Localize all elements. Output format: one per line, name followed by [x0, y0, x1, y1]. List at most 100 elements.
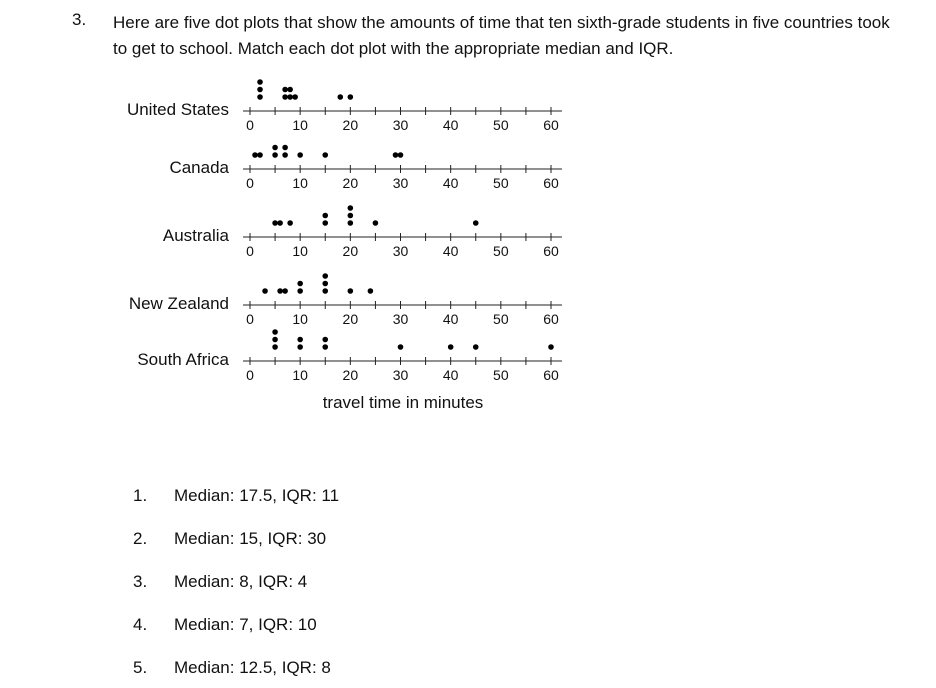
option-number-4: 4. — [133, 615, 148, 634]
tick-label-new-zealand: 0 — [246, 311, 254, 327]
data-dot-south-africa — [272, 329, 278, 335]
data-dot-canada — [397, 152, 404, 158]
data-dot-australia — [287, 220, 293, 226]
option-number-2: 2. — [133, 529, 148, 548]
data-dot-united-states — [347, 94, 354, 100]
tick-label-canada: 50 — [493, 175, 509, 191]
data-dot-canada — [282, 144, 288, 151]
data-dot-canada — [257, 152, 263, 158]
data-dot-south-africa — [272, 336, 278, 343]
tick-label-canada: 0 — [246, 175, 254, 191]
data-dot-australia — [347, 205, 354, 211]
data-dot-canada — [272, 152, 278, 158]
data-dot-canada — [272, 144, 278, 151]
tick-label-south-africa: 40 — [443, 367, 459, 383]
data-dot-south-africa — [447, 344, 454, 350]
data-dot-new-zealand — [322, 280, 329, 287]
data-dot-australia — [472, 220, 479, 226]
tick-label-canada: 30 — [393, 175, 409, 191]
tick-label-australia: 40 — [443, 243, 459, 259]
tick-label-south-africa: 20 — [343, 367, 359, 383]
tick-label-united-states: 30 — [393, 117, 409, 133]
dot-plots-chart: travel time in minutes United States 0 10 2… — [127, 79, 562, 412]
tick-label-australia: 0 — [246, 243, 254, 259]
data-dot-australia — [372, 220, 379, 226]
data-dot-united-states — [282, 94, 288, 100]
tick-label-australia: 50 — [493, 243, 509, 259]
tick-label-australia: 60 — [543, 243, 559, 259]
tick-label-canada: 10 — [292, 175, 308, 191]
tick-label-south-africa: 0 — [246, 367, 254, 383]
tick-label-australia: 20 — [343, 243, 359, 259]
x-axis-label: travel time in minutes — [323, 393, 484, 412]
series-label-canada: Canada — [169, 158, 229, 177]
tick-label-united-states: 50 — [493, 117, 509, 133]
option-text-4: Median: 7, IQR: 10 — [174, 615, 317, 634]
data-dot-australia — [347, 220, 354, 226]
data-dot-canada — [252, 152, 258, 158]
data-dot-south-africa — [548, 344, 554, 350]
tick-label-australia: 10 — [292, 243, 308, 259]
tick-label-united-states: 0 — [246, 117, 254, 133]
data-dot-united-states — [337, 94, 344, 100]
data-dot-australia — [277, 220, 283, 226]
data-dot-united-states — [257, 94, 263, 100]
option-text-1: Median: 17.5, IQR: 11 — [174, 486, 340, 505]
tick-label-new-zealand: 20 — [343, 311, 359, 327]
data-dot-new-zealand — [322, 288, 329, 294]
tick-label-south-africa: 50 — [493, 367, 509, 383]
question-number: 3. — [72, 10, 87, 29]
data-dot-united-states — [292, 94, 298, 100]
data-dot-south-africa — [322, 344, 329, 350]
data-dot-australia — [322, 220, 329, 226]
tick-label-new-zealand: 60 — [543, 311, 559, 327]
data-dot-united-states — [282, 86, 288, 93]
tick-label-united-states: 60 — [543, 117, 559, 133]
option-number-5: 5. — [133, 658, 148, 677]
series-label-united-states: United States — [127, 100, 229, 119]
tick-label-canada: 40 — [443, 175, 459, 191]
tick-label-canada: 20 — [343, 175, 359, 191]
data-dot-new-zealand — [322, 273, 329, 279]
option-text-3: Median: 8, IQR: 4 — [174, 572, 308, 591]
data-dot-united-states — [257, 79, 263, 85]
series-label-australia: Australia — [163, 226, 230, 245]
data-dot-new-zealand — [277, 288, 283, 294]
tick-label-australia: 30 — [393, 243, 409, 259]
tick-label-united-states: 10 — [292, 117, 308, 133]
data-dot-south-africa — [322, 336, 329, 343]
data-dot-new-zealand — [262, 288, 268, 294]
data-dot-south-africa — [397, 344, 404, 350]
question-text: Here are five dot plots that show the am… — [113, 13, 890, 58]
data-dot-new-zealand — [297, 280, 303, 287]
data-dot-south-africa — [272, 344, 278, 350]
option-text-5: Median: 12.5, IQR: 8 — [174, 658, 331, 677]
data-dot-new-zealand — [297, 288, 303, 294]
tick-label-united-states: 20 — [343, 117, 359, 133]
data-dot-south-africa — [472, 344, 479, 350]
tick-label-united-states: 40 — [443, 117, 459, 133]
data-dot-new-zealand — [282, 288, 288, 294]
data-dot-canada — [322, 152, 329, 158]
data-dot-australia — [322, 212, 329, 219]
data-dot-canada — [297, 152, 303, 158]
data-dot-canada — [392, 152, 399, 158]
data-dot-united-states — [257, 86, 263, 93]
tick-label-canada: 60 — [543, 175, 559, 191]
data-dot-united-states — [287, 86, 293, 93]
data-dot-canada — [282, 152, 288, 158]
option-number-1: 1. — [133, 486, 148, 505]
data-dot-south-africa — [297, 336, 303, 343]
tick-label-new-zealand: 50 — [493, 311, 509, 327]
option-text-2: Median: 15, IQR: 30 — [174, 529, 327, 548]
data-dot-australia — [272, 220, 278, 226]
series-label-new-zealand: New Zealand — [129, 294, 229, 313]
tick-label-new-zealand: 10 — [292, 311, 308, 327]
data-dot-south-africa — [297, 344, 303, 350]
tick-label-south-africa: 60 — [543, 367, 559, 383]
tick-label-new-zealand: 40 — [443, 311, 459, 327]
data-dot-united-states — [287, 94, 293, 100]
data-dot-new-zealand — [367, 288, 374, 294]
tick-label-south-africa: 10 — [292, 367, 308, 383]
series-label-south-africa: South Africa — [137, 350, 229, 369]
